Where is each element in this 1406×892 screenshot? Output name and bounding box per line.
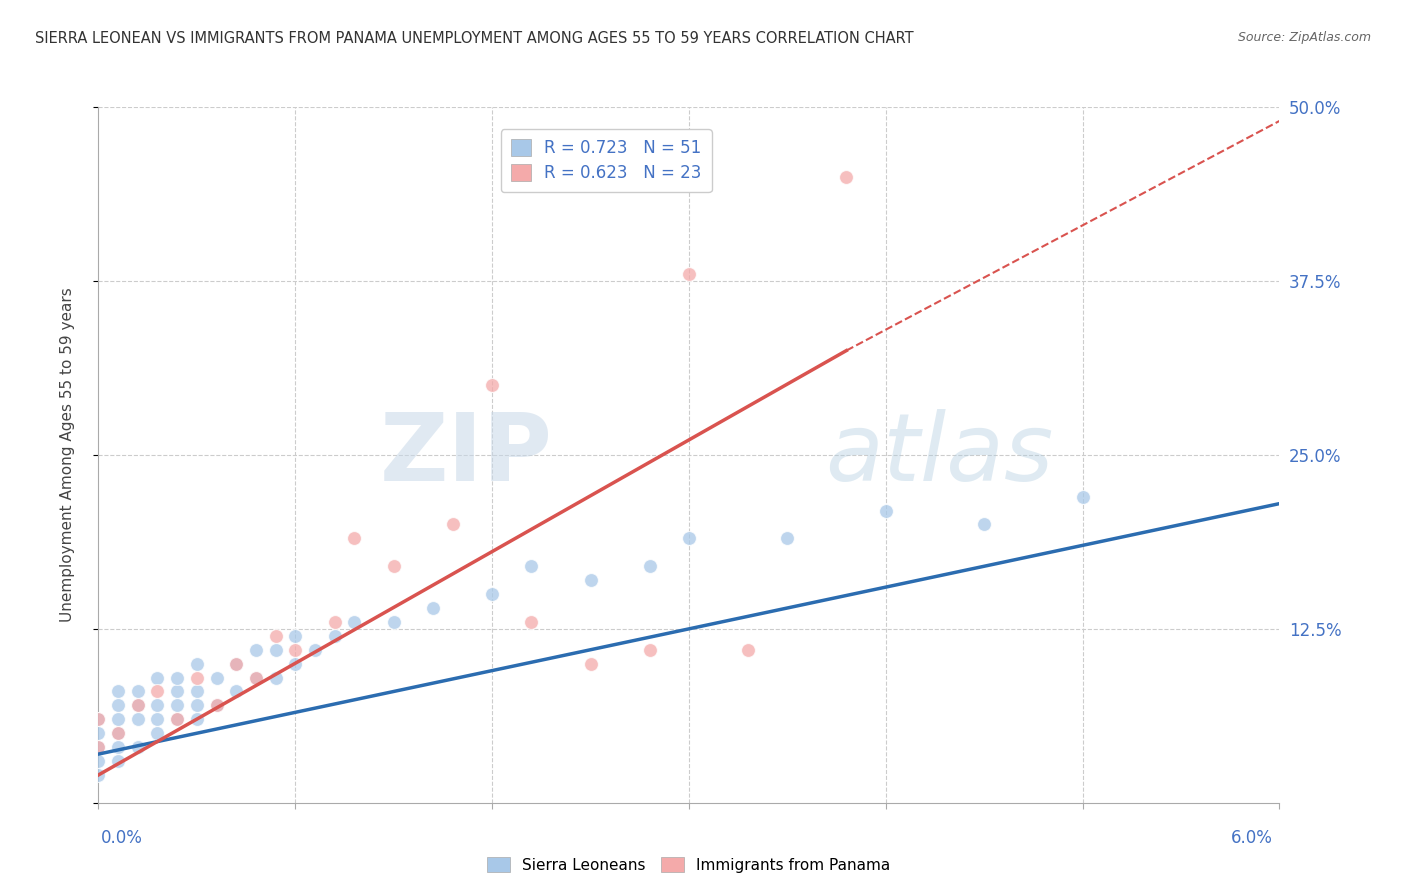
Point [973,517,995,532]
Point [107,740,129,755]
Point [245,642,267,657]
Point [264,671,287,685]
Text: SIERRA LEONEAN VS IMMIGRANTS FROM PANAMA UNEMPLOYMENT AMONG AGES 55 TO 59 YEARS : SIERRA LEONEAN VS IMMIGRANTS FROM PANAMA… [35,31,914,46]
Point [678,532,700,546]
Text: 6.0%: 6.0% [1230,829,1272,847]
Point [520,559,543,574]
Point [127,684,149,698]
Point [146,684,169,698]
Point [579,573,602,587]
Point [481,587,503,601]
Point [323,629,346,643]
Point [127,712,149,726]
Point [146,671,169,685]
Point [343,615,366,629]
Point [304,642,326,657]
Point [107,712,129,726]
Y-axis label: Unemployment Among Ages 55 to 59 years: Unemployment Among Ages 55 to 59 years [60,287,75,623]
Point [87,740,110,755]
Point [87,726,110,740]
Point [264,642,287,657]
Point [166,684,188,698]
Point [186,712,208,726]
Point [205,671,228,685]
Text: Source: ZipAtlas.com: Source: ZipAtlas.com [1237,31,1371,45]
Point [422,601,444,615]
Text: ZIP: ZIP [380,409,553,501]
Point [205,698,228,713]
Point [127,698,149,713]
Point [776,532,799,546]
Point [186,657,208,671]
Point [166,712,188,726]
Point [166,698,188,713]
Point [343,532,366,546]
Point [245,671,267,685]
Text: 0.0%: 0.0% [101,829,143,847]
Point [87,754,110,768]
Point [481,378,503,392]
Point [382,559,405,574]
Point [186,684,208,698]
Point [87,768,110,782]
Point [264,629,287,643]
Point [284,657,307,671]
Point [127,740,149,755]
Point [284,629,307,643]
Point [146,698,169,713]
Point [225,657,247,671]
Point [107,698,129,713]
Point [284,642,307,657]
Point [146,726,169,740]
Point [638,642,661,657]
Point [166,712,188,726]
Point [186,671,208,685]
Point [107,726,129,740]
Point [737,642,759,657]
Point [579,657,602,671]
Point [127,698,149,713]
Point [205,698,228,713]
Point [875,503,897,517]
Point [323,615,346,629]
Text: atlas: atlas [825,409,1053,500]
Point [87,740,110,755]
Point [382,615,405,629]
Point [678,267,700,281]
Point [1071,490,1094,504]
Legend: Sierra Leoneans, Immigrants from Panama: Sierra Leoneans, Immigrants from Panama [481,850,897,879]
Point [225,684,247,698]
Point [166,671,188,685]
Point [107,754,129,768]
Point [146,712,169,726]
Point [225,657,247,671]
Point [520,615,543,629]
Point [107,684,129,698]
Point [87,712,110,726]
Point [835,169,858,184]
Point [186,698,208,713]
Point [87,712,110,726]
Point [441,517,464,532]
Point [107,726,129,740]
Point [245,671,267,685]
Point [638,559,661,574]
